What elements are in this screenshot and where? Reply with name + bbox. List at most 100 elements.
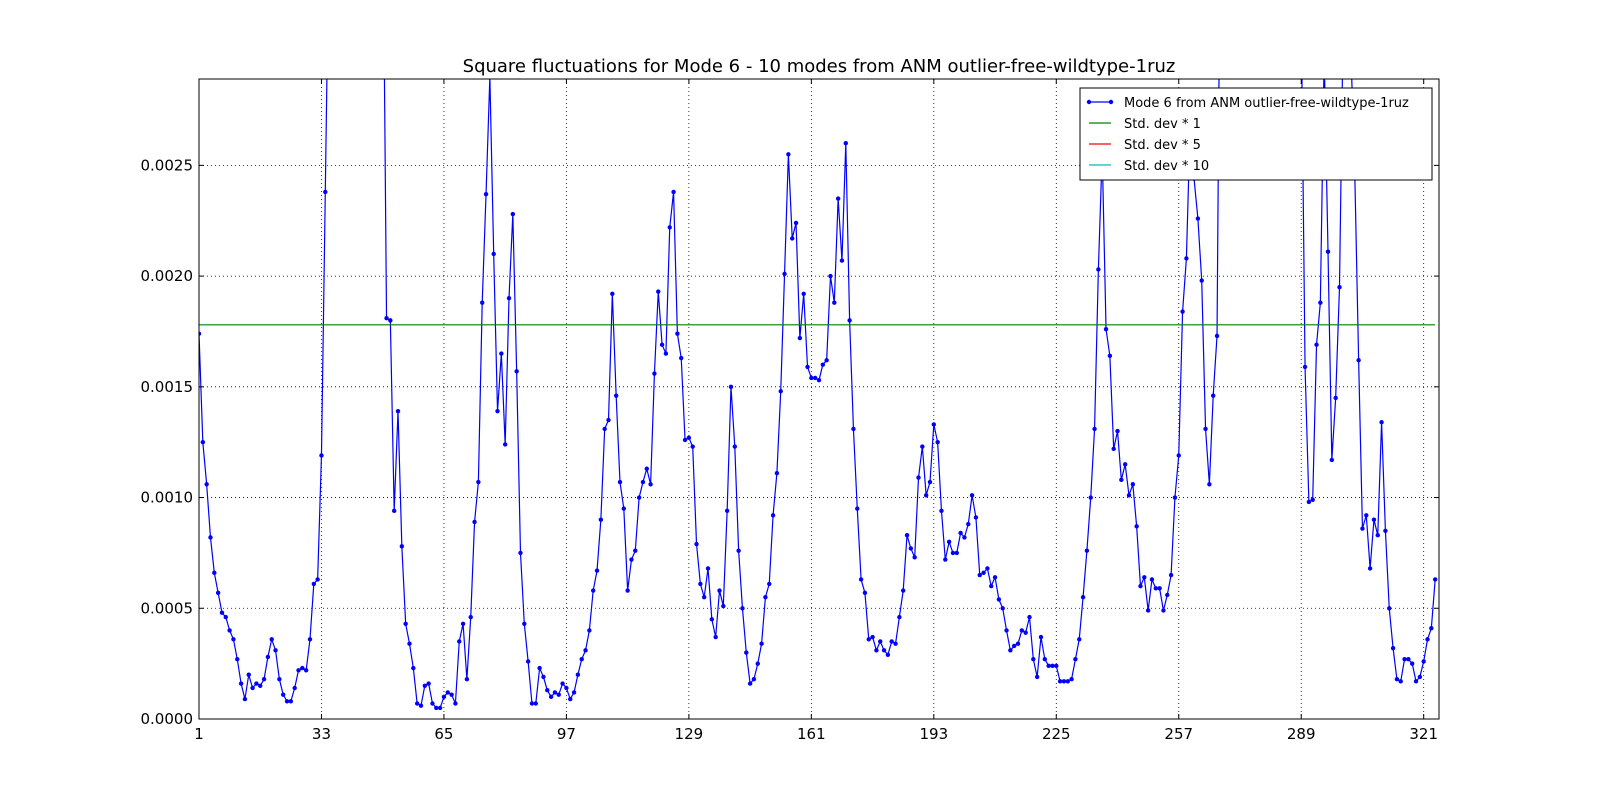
data-point <box>1199 278 1204 283</box>
data-point <box>740 606 745 611</box>
ticks: 1 33 65 97 129 161 193 225 257 289 321 0.0000 0.0005… <box>141 79 1439 743</box>
data-point <box>1387 606 1392 611</box>
data-point <box>545 688 550 693</box>
data-point <box>1410 661 1415 666</box>
data-point <box>1008 648 1013 653</box>
data-point <box>958 530 963 536</box>
data-point <box>633 548 638 553</box>
x-tick-label: 257 <box>1164 725 1193 743</box>
data-point <box>261 676 267 682</box>
data-point <box>1134 524 1139 529</box>
data-point <box>1138 583 1143 589</box>
data-point <box>916 475 921 480</box>
data-point <box>1050 663 1055 669</box>
data-point <box>1417 674 1423 680</box>
y-tick-label: 0.0000 <box>141 710 194 728</box>
data-point <box>629 557 634 562</box>
x-tick-label: 97 <box>557 725 576 743</box>
data-point <box>717 588 722 593</box>
data-point <box>288 699 294 704</box>
data-point <box>277 676 282 682</box>
data-point <box>575 672 581 677</box>
data-point <box>671 189 676 195</box>
data-point <box>847 318 852 323</box>
data-point <box>296 668 301 673</box>
data-point <box>828 273 833 279</box>
data-point <box>679 355 684 361</box>
data-point <box>1337 284 1342 290</box>
data-point <box>1046 663 1051 669</box>
data-point <box>445 690 450 695</box>
data-point <box>1349 52 1353 56</box>
data-point <box>625 588 630 593</box>
data-point <box>219 610 225 615</box>
data-point <box>556 692 561 697</box>
data-point <box>1394 676 1400 682</box>
data-point <box>1314 342 1319 347</box>
data-point <box>1341 8 1345 12</box>
x-tick-label: 225 <box>1042 725 1071 743</box>
data-point <box>939 508 944 514</box>
data-point <box>897 614 902 620</box>
data-point <box>954 550 959 556</box>
data-point <box>878 639 883 644</box>
data-point <box>1413 679 1419 684</box>
data-point <box>1207 482 1212 487</box>
data-point <box>767 581 772 587</box>
data-point <box>1390 645 1396 651</box>
data-point <box>292 685 297 691</box>
data-point <box>755 661 760 666</box>
data-point <box>675 331 680 336</box>
data-point <box>1165 592 1170 598</box>
data-point <box>992 575 998 580</box>
data-point <box>1004 628 1009 633</box>
data-point <box>560 681 565 686</box>
data-point <box>227 628 232 633</box>
data-point <box>1325 249 1331 254</box>
data-point <box>548 694 554 700</box>
data-point <box>1107 353 1113 359</box>
data-point <box>258 683 263 688</box>
data-point <box>927 479 933 485</box>
data-point <box>212 570 217 576</box>
data-point <box>518 550 523 556</box>
data-point <box>1065 679 1070 684</box>
data-point <box>529 701 535 706</box>
data-point <box>525 659 531 664</box>
data-point <box>1356 358 1361 363</box>
data-point <box>1023 630 1028 635</box>
data-point <box>816 377 822 383</box>
data-point <box>472 519 477 525</box>
data-point <box>441 694 447 700</box>
data-point <box>728 384 734 390</box>
data-point <box>973 515 979 520</box>
data-point <box>1432 577 1438 582</box>
data-point <box>682 437 688 443</box>
data-point <box>996 597 1002 602</box>
legend: Mode 6 from ANM outlier-free-wildtype-1r… <box>1079 87 1433 181</box>
legend-label: Std. dev * 5 <box>1124 138 1201 153</box>
data-point <box>866 637 871 642</box>
data-point <box>946 539 952 545</box>
data-point <box>1371 517 1377 522</box>
data-point <box>820 362 826 367</box>
data-point <box>323 189 328 195</box>
data-point <box>824 358 829 363</box>
data-point <box>1425 637 1430 642</box>
data-point <box>1103 327 1109 332</box>
data-point <box>698 581 703 587</box>
data-point <box>460 621 466 626</box>
data-point <box>499 351 504 356</box>
data-point <box>541 674 546 680</box>
data-point <box>1180 309 1185 314</box>
data-point <box>763 595 768 600</box>
data-point <box>667 225 672 230</box>
data-point <box>805 364 810 370</box>
data-point <box>269 637 274 642</box>
data-point <box>1115 428 1120 434</box>
data-point <box>610 291 615 297</box>
data-point <box>1203 426 1208 432</box>
data-point <box>839 258 845 263</box>
data-point <box>950 550 956 556</box>
